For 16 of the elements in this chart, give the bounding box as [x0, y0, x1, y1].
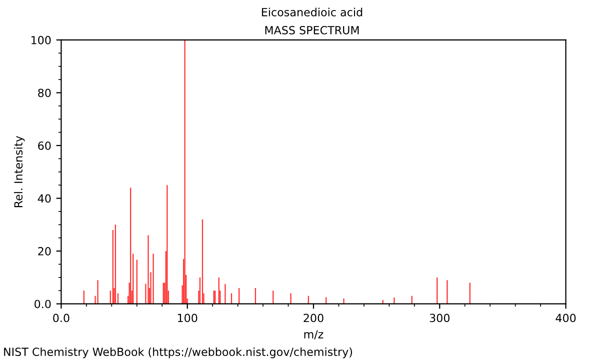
x-tick-label: 200: [304, 314, 324, 322]
chart-title: Eicosanedioic acid: [262, 8, 362, 16]
x-tick-label: 300: [430, 314, 450, 322]
y-tick-label: 20: [38, 247, 51, 256]
x-axis-title: m/z: [304, 330, 324, 340]
y-tick-label: 0.0: [34, 300, 51, 308]
y-tick-label: 40: [38, 194, 51, 203]
x-tick-label: 100: [178, 314, 198, 322]
y-tick-label: 80: [38, 88, 51, 98]
y-axis-title: Rel. Intensity: [14, 136, 25, 208]
x-tick-label: 400: [556, 314, 576, 322]
text: NIST Chemistry WebBook (https://webbook.nist.gov/chemistry): [4, 347, 352, 358]
x-tick-label: 0.0: [53, 314, 70, 322]
chart-subtitle: MASS SPECTRUM: [265, 26, 359, 34]
y-tick-label: 60: [38, 141, 51, 150]
y-tick-label: 100: [31, 36, 51, 44]
